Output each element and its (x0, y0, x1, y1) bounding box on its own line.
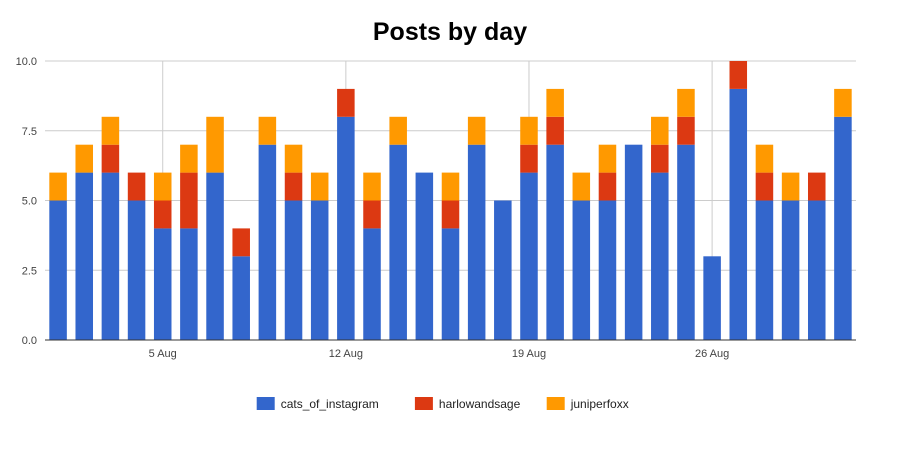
bar-segment-cats_of_instagram[interactable] (467, 144, 486, 340)
bar-segment-juniperfoxx[interactable] (781, 172, 800, 201)
x-tick-label: 26 Aug (695, 348, 729, 360)
bar-segment-cats_of_instagram[interactable] (441, 228, 460, 340)
bar-segment-cats_of_instagram[interactable] (546, 144, 564, 340)
bar-segment-harlowandsage[interactable] (755, 172, 774, 201)
bar-segment-harlowandsage[interactable] (127, 172, 146, 201)
bar-segment-juniperfoxx[interactable] (310, 172, 329, 201)
bar-segment-cats_of_instagram[interactable] (651, 172, 669, 340)
bar-segment-harlowandsage[interactable] (363, 200, 381, 229)
bar-segment-juniperfoxx[interactable] (467, 116, 486, 145)
x-tick-label: 12 Aug (329, 348, 363, 360)
bar-segment-harlowandsage[interactable] (598, 172, 617, 201)
bar-segment-harlowandsage[interactable] (232, 228, 250, 257)
bar-segment-juniperfoxx[interactable] (49, 172, 67, 201)
bar-segment-cats_of_instagram[interactable] (337, 116, 355, 340)
bar-segment-cats_of_instagram[interactable] (520, 172, 538, 340)
bar-segment-cats_of_instagram[interactable] (834, 116, 852, 340)
bar-segment-cats_of_instagram[interactable] (75, 172, 94, 340)
legend-swatch (256, 397, 275, 410)
bar-segment-juniperfoxx[interactable] (363, 172, 381, 201)
bar-segment-juniperfoxx[interactable] (258, 116, 277, 145)
legend-item-harlowandsage[interactable]: harlowandsage (414, 397, 521, 411)
y-tick-label: 10.0 (16, 56, 37, 68)
bar-segment-juniperfoxx[interactable] (441, 172, 460, 201)
bar-segment-cats_of_instagram[interactable] (415, 172, 434, 340)
bar-segment-cats_of_instagram[interactable] (389, 144, 407, 340)
y-tick-label: 0.0 (22, 335, 37, 347)
bar-segment-cats_of_instagram[interactable] (153, 228, 172, 340)
bar-segment-cats_of_instagram[interactable] (677, 144, 695, 340)
chart-title: Posts by day (373, 18, 527, 46)
legend-swatch (546, 397, 565, 410)
legend[interactable]: cats_of_instagram harlowandsage juniperfox… (256, 397, 629, 411)
legend-label: harlowandsage (439, 397, 521, 411)
y-tick-label: 7.5 (22, 126, 37, 138)
bar-segment-harlowandsage[interactable] (441, 200, 460, 229)
legend-item-juniperfoxx[interactable]: juniperfoxx (546, 397, 629, 411)
bar-segment-cats_of_instagram[interactable] (755, 200, 774, 341)
bar-segment-cats_of_instagram[interactable] (624, 144, 643, 340)
bar-segment-cats_of_instagram[interactable] (363, 228, 381, 340)
bar-segment-cats_of_instagram[interactable] (258, 144, 277, 340)
bar-segment-juniperfoxx[interactable] (180, 144, 198, 173)
bar-segment-juniperfoxx[interactable] (572, 172, 591, 201)
bar-segment-cats_of_instagram[interactable] (284, 200, 303, 341)
bar-segment-cats_of_instagram[interactable] (598, 200, 617, 341)
legend-swatch (414, 397, 433, 410)
bar-segment-harlowandsage[interactable] (153, 200, 172, 229)
bar-segment-cats_of_instagram[interactable] (232, 256, 250, 340)
bar-segment-cats_of_instagram[interactable] (703, 256, 721, 340)
bar-segment-harlowandsage[interactable] (520, 144, 538, 173)
bars (49, 61, 852, 341)
bar-segment-harlowandsage[interactable] (284, 172, 303, 201)
bar-segment-harlowandsage[interactable] (651, 144, 669, 173)
bar-segment-juniperfoxx[interactable] (651, 116, 669, 145)
bar-segment-juniperfoxx[interactable] (677, 88, 695, 117)
bar-segment-juniperfoxx[interactable] (834, 88, 852, 117)
bar-segment-juniperfoxx[interactable] (755, 144, 774, 173)
bar-segment-cats_of_instagram[interactable] (781, 200, 800, 341)
bar-segment-cats_of_instagram[interactable] (180, 228, 198, 340)
bar-segment-cats_of_instagram[interactable] (127, 200, 146, 341)
bar-segment-harlowandsage[interactable] (807, 172, 826, 201)
x-tick-label: 5 Aug (149, 348, 177, 360)
bar-segment-cats_of_instagram[interactable] (206, 172, 224, 340)
legend-label: juniperfoxx (570, 397, 629, 411)
bar-segment-cats_of_instagram[interactable] (310, 200, 329, 341)
bar-segment-harlowandsage[interactable] (677, 116, 695, 145)
y-tick-label: 2.5 (22, 265, 37, 277)
bar-segment-juniperfoxx[interactable] (598, 144, 617, 173)
bar-segment-harlowandsage[interactable] (729, 61, 748, 89)
bar-segment-cats_of_instagram[interactable] (729, 88, 748, 341)
bar-segment-juniperfoxx[interactable] (546, 88, 564, 117)
bar-segment-harlowandsage[interactable] (337, 88, 355, 117)
bar-segment-cats_of_instagram[interactable] (101, 172, 120, 340)
bar-segment-cats_of_instagram[interactable] (807, 200, 826, 341)
bar-segment-juniperfoxx[interactable] (101, 116, 120, 145)
y-tick-label: 5.0 (22, 196, 37, 208)
legend-item-cats_of_instagram[interactable]: cats_of_instagram (256, 397, 379, 411)
bar-segment-juniperfoxx[interactable] (206, 116, 224, 173)
bar-segment-harlowandsage[interactable] (101, 144, 120, 173)
bar-segment-cats_of_instagram[interactable] (49, 200, 67, 341)
bar-segment-juniperfoxx[interactable] (153, 172, 172, 201)
bar-segment-juniperfoxx[interactable] (389, 116, 407, 145)
legend-label: cats_of_instagram (281, 397, 379, 411)
bar-segment-juniperfoxx[interactable] (520, 116, 538, 145)
x-tick-label: 19 Aug (512, 348, 546, 360)
axes: 0.0 2.5 5.0 7.5 10.0 5 Aug 12 Aug 19 Aug 26 Aug (16, 56, 856, 360)
bar-segment-cats_of_instagram[interactable] (572, 200, 591, 341)
bar-segment-harlowandsage[interactable] (180, 172, 198, 229)
bar-segment-cats_of_instagram[interactable] (494, 200, 512, 341)
bar-segment-harlowandsage[interactable] (546, 116, 564, 145)
bar-segment-juniperfoxx[interactable] (284, 144, 303, 173)
bar-segment-juniperfoxx[interactable] (75, 144, 94, 173)
